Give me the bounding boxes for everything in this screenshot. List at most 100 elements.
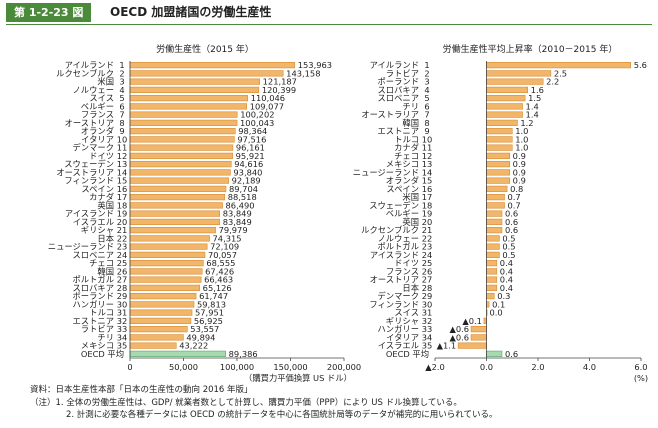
bar: [129, 326, 188, 333]
data-label: 0.6: [505, 225, 518, 235]
rank-label: 9: [119, 126, 124, 136]
chart-title: 労働生産性平均上昇率（2010－2015 年）: [443, 43, 618, 55]
figure-title: OECD 加盟諸国の労働生産性: [110, 5, 272, 19]
country-label: トルコ: [394, 134, 419, 144]
country-label: スウェーデン: [64, 159, 114, 169]
country-label: ラトビア: [81, 324, 114, 334]
country-label: ポルトガル: [73, 275, 115, 285]
data-label: 1.5: [528, 93, 541, 103]
bar: [486, 235, 500, 242]
bar: [129, 119, 238, 126]
x-tick-label: 150,000: [273, 362, 307, 372]
data-label: 1.0: [515, 126, 528, 136]
rank-label: 33: [422, 324, 433, 334]
data-label: 0.0: [490, 308, 503, 318]
rank-label: 20: [117, 217, 128, 227]
rank-label: 16: [422, 184, 433, 194]
rank-label: 21: [422, 225, 433, 235]
chart-productivity-growth: 労働生産性平均上昇率（2010－2015 年） アイルランド 1 5.6 ラトビア 2 2.…: [353, 43, 648, 383]
bar: [129, 317, 192, 324]
bar: [486, 128, 513, 135]
rank-label: 16: [117, 184, 128, 194]
data-label: 67,426: [205, 266, 234, 276]
country-label: 米国: [97, 77, 114, 87]
data-label: 5.6: [634, 60, 647, 70]
figure-header: 第 1-2-23 図 OECD 加盟諸国の労働生産性: [0, 0, 658, 26]
rank-label: 17: [422, 192, 433, 202]
bar: [129, 95, 249, 102]
bar: [486, 70, 552, 77]
data-label: 43,222: [179, 341, 208, 351]
data-label: 0.9: [513, 176, 526, 186]
rank-label: 15: [422, 176, 433, 186]
bar: [129, 276, 202, 283]
country-label: フィンランド: [64, 176, 114, 186]
rank-label: 23: [117, 242, 128, 252]
rank-label: 23: [422, 242, 433, 252]
x-tick-label: 0.0: [480, 362, 493, 372]
country-label: ルクセンブルク: [56, 68, 114, 78]
bar: [486, 177, 510, 184]
data-label: 1.2: [520, 118, 533, 128]
rank-label: 5: [119, 93, 124, 103]
rank-label: 34: [422, 332, 433, 342]
country-label: ノルウェー: [73, 85, 115, 95]
bar: [129, 161, 232, 168]
country-label: スロベニア: [378, 93, 420, 103]
bar: [486, 260, 498, 267]
bar: [486, 194, 505, 201]
rank-label: 31: [117, 308, 128, 318]
country-label: ラトビア: [386, 68, 419, 78]
rank-label: 31: [422, 308, 433, 318]
country-label: ドイツ: [89, 151, 114, 161]
data-label: 110,046: [251, 93, 285, 103]
bar: [129, 185, 227, 192]
x-tick-label: 100,000: [220, 362, 254, 372]
bar: [129, 86, 260, 93]
data-label: ▲1.1: [437, 341, 457, 351]
rank-label: 5: [424, 93, 429, 103]
data-label: 0.5: [502, 233, 515, 243]
country-label: イスラエル: [378, 341, 419, 351]
bar: [486, 218, 503, 225]
data-label: 94,616: [234, 159, 263, 169]
bar: [486, 251, 500, 258]
data-label: 0.7: [508, 200, 521, 210]
figure-number: 第 1-2-23 図: [6, 3, 92, 22]
data-label: 121,187: [263, 77, 297, 87]
data-label: 100,202: [240, 110, 274, 120]
data-label: 83,849: [223, 217, 252, 227]
country-label: アイスランド: [370, 250, 419, 260]
bar: [129, 210, 221, 217]
bar: [486, 103, 523, 110]
data-label: 109,077: [250, 101, 284, 111]
country-label: カナダ: [89, 192, 114, 202]
bar: [457, 342, 487, 349]
rank-label: 35: [422, 341, 433, 351]
bar: [129, 227, 216, 234]
rank-label: 12: [422, 151, 433, 161]
country-label: スウェーデン: [369, 200, 419, 210]
rank-label: 28: [422, 283, 433, 293]
data-label: 0.4: [500, 258, 513, 268]
country-label: ニュージーランド: [48, 242, 114, 252]
country-label: エストニア: [73, 316, 115, 326]
bar: [470, 326, 487, 333]
country-label: オーストラリア: [361, 110, 419, 120]
rank-label: 17: [117, 192, 128, 202]
rank-label: 24: [117, 250, 128, 260]
rank-label: 25: [422, 258, 433, 268]
country-label: デンマーク: [73, 143, 115, 153]
bar: [129, 301, 195, 308]
country-label: ギリシャ: [386, 316, 419, 326]
country-label: エストニア: [378, 126, 420, 136]
data-label: 61,747: [199, 291, 228, 301]
country-label: スロバキア: [73, 283, 115, 293]
rank-label: 24: [422, 250, 433, 260]
bar: [129, 144, 234, 151]
country-label: スペイン: [81, 184, 114, 194]
data-label: ▲0.6: [449, 324, 469, 334]
data-label: 1.0: [515, 134, 528, 144]
country-label: フランス: [386, 266, 419, 276]
x-tick-label: 200,000: [327, 362, 361, 372]
